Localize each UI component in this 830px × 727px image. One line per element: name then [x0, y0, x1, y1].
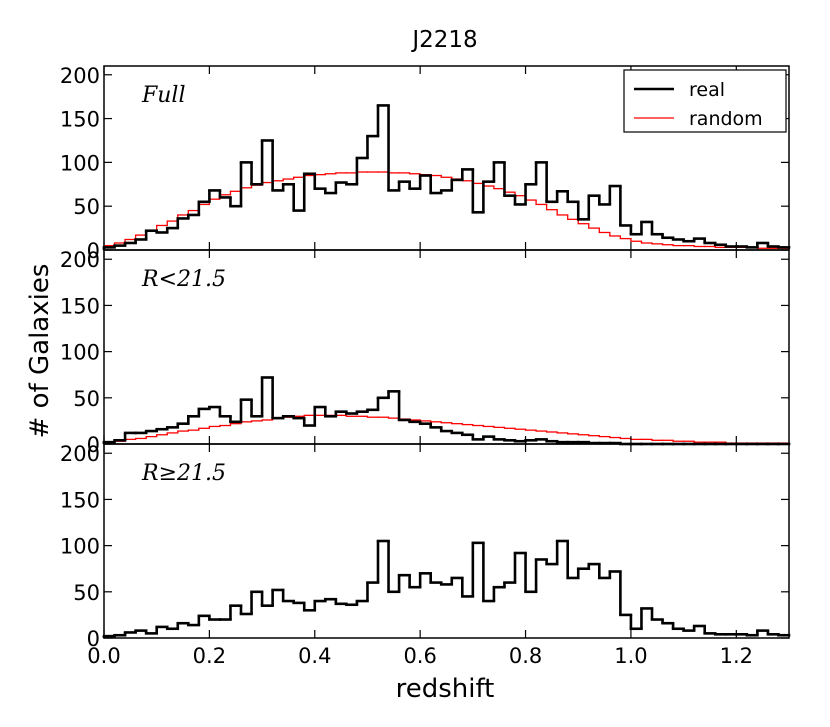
y-tick-label: 50 [73, 581, 100, 605]
y-tick-label: 150 [60, 294, 100, 318]
random-histogram [103, 171, 790, 250]
x-tick-label: 0.8 [509, 644, 542, 668]
y-tick-label: 150 [60, 108, 100, 132]
y-tick-label: 0 [87, 433, 100, 457]
real-histogram [102, 104, 791, 250]
real-histogram [102, 376, 791, 446]
panel-label: R<21.5 [141, 267, 226, 292]
y-tick-label: 50 [73, 387, 100, 411]
y-tick-label: 200 [60, 442, 100, 466]
y-tick-label: 100 [60, 535, 100, 559]
x-tick-label: 0.2 [193, 644, 226, 668]
y-tick-label: 200 [60, 248, 100, 272]
panel-1: Full 0 50 100 150 200 real random [60, 64, 791, 263]
y-tick-label: 0 [87, 239, 100, 263]
x-tick-label: 1.2 [720, 644, 753, 668]
legend-label-random: random [689, 108, 763, 130]
x-tick-label: 0.0 [87, 644, 120, 668]
y-tick-label: 200 [60, 64, 100, 88]
real-histogram [102, 539, 791, 638]
y-axis-label: # of Galaxies [25, 264, 55, 439]
y-tick-label: 100 [60, 341, 100, 365]
x-tick-label: 0.4 [298, 644, 331, 668]
y-tick-label: 100 [60, 151, 100, 175]
y-tick-label: 50 [73, 195, 100, 219]
y-tick-label: 150 [60, 488, 100, 512]
legend-label-real: real [689, 79, 725, 101]
x-tick-label: 0.6 [403, 644, 436, 668]
y-tick-label: 0 [87, 627, 100, 651]
legend-box [623, 69, 787, 133]
panel-2: R<21.5 0 50 100 150 200 [60, 248, 791, 457]
chart-title: J2218 [410, 27, 477, 53]
legend: real random [623, 69, 787, 133]
panel-label: Full [141, 83, 186, 108]
panel-label: R≥21.5 [141, 461, 226, 486]
panel-frame [103, 443, 790, 639]
random-histogram [103, 414, 790, 444]
x-tick-label: 1.0 [614, 644, 647, 668]
panel-3: R≥21.5 0 50 100 150 200 0.0 0.2 0.4 0.6 0.8 1.0 1.2 [60, 442, 791, 668]
x-axis-label: redshift [396, 674, 495, 704]
